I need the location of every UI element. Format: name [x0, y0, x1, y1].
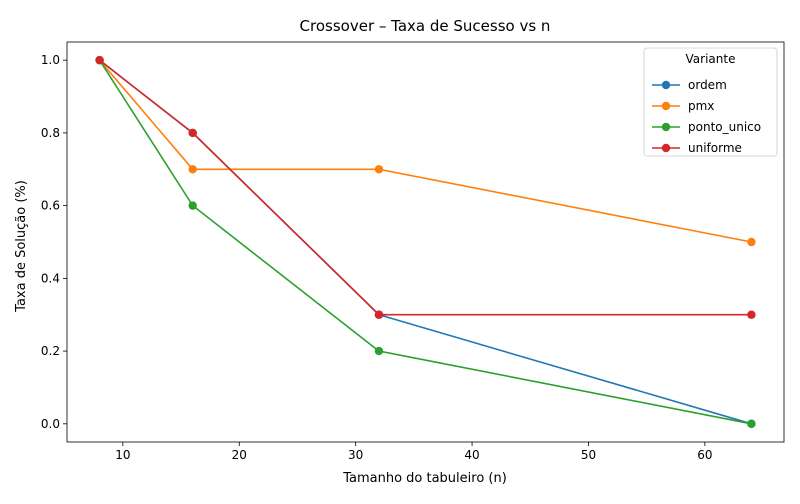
legend-swatch-marker-uniforme: [661, 143, 671, 153]
legend-label-pmx: pmx: [688, 99, 714, 113]
data-point-ponto-unico: [374, 346, 384, 356]
y-tick-label: 0.0: [41, 417, 60, 431]
legend-label-ordem: ordem: [688, 78, 727, 92]
plot-area: 10 20 30 40 50 60 0.0 0.2 0.4 0.6 0.8 1.0: [41, 41, 785, 462]
series-line-pmx: [98, 59, 752, 243]
x-axis-label: Tamanho do tabuleiro (n): [342, 471, 507, 486]
series-line-ponto-unico: [98, 59, 752, 425]
legend-swatch-marker-ordem: [661, 80, 671, 90]
legend-box: [643, 47, 778, 157]
y-axis-label: Taxa de Solução (%): [14, 180, 29, 313]
legend-label-uniforme: uniforme: [688, 141, 742, 155]
axes-frame: [66, 41, 785, 443]
data-point-uniforme: [747, 310, 756, 319]
data-point-pmx: [374, 165, 384, 174]
data-point-ponto-unico: [747, 419, 756, 429]
data-point-pmx: [188, 165, 197, 174]
y-tick-label: 0.6: [41, 199, 60, 213]
x-tick-label: 60: [697, 448, 712, 462]
data-point-uniforme: [374, 310, 384, 319]
data-point-uniforme: [188, 128, 197, 138]
series-line-uniforme: [99, 59, 752, 316]
x-tick-label: 10: [115, 448, 130, 462]
x-tick-label: 30: [348, 448, 363, 462]
legend: Variante ordem pmx ponto_unico uniforme: [643, 47, 778, 157]
legend-swatch-marker-ponto-unico: [661, 122, 671, 132]
x-tick-label: 40: [464, 448, 479, 462]
legend-title: Variante: [686, 52, 736, 66]
x-tick-label: 20: [232, 448, 247, 462]
data-point-ponto-unico: [188, 201, 197, 210]
y-tick-label: 1.0: [41, 53, 60, 67]
legend-label-ponto-unico: ponto_unico: [688, 120, 761, 134]
data-point-pmx: [747, 237, 756, 247]
y-tick-label: 0.4: [41, 271, 60, 285]
y-tick-label: 0.2: [41, 344, 60, 358]
legend-swatch-marker-pmx: [661, 101, 671, 111]
chart-title: Crossover – Taxa de Sucesso vs n: [300, 17, 551, 35]
data-point-uniforme: [95, 55, 104, 65]
y-tick-label: 0.8: [41, 126, 60, 140]
x-tick-label: 50: [581, 448, 596, 462]
